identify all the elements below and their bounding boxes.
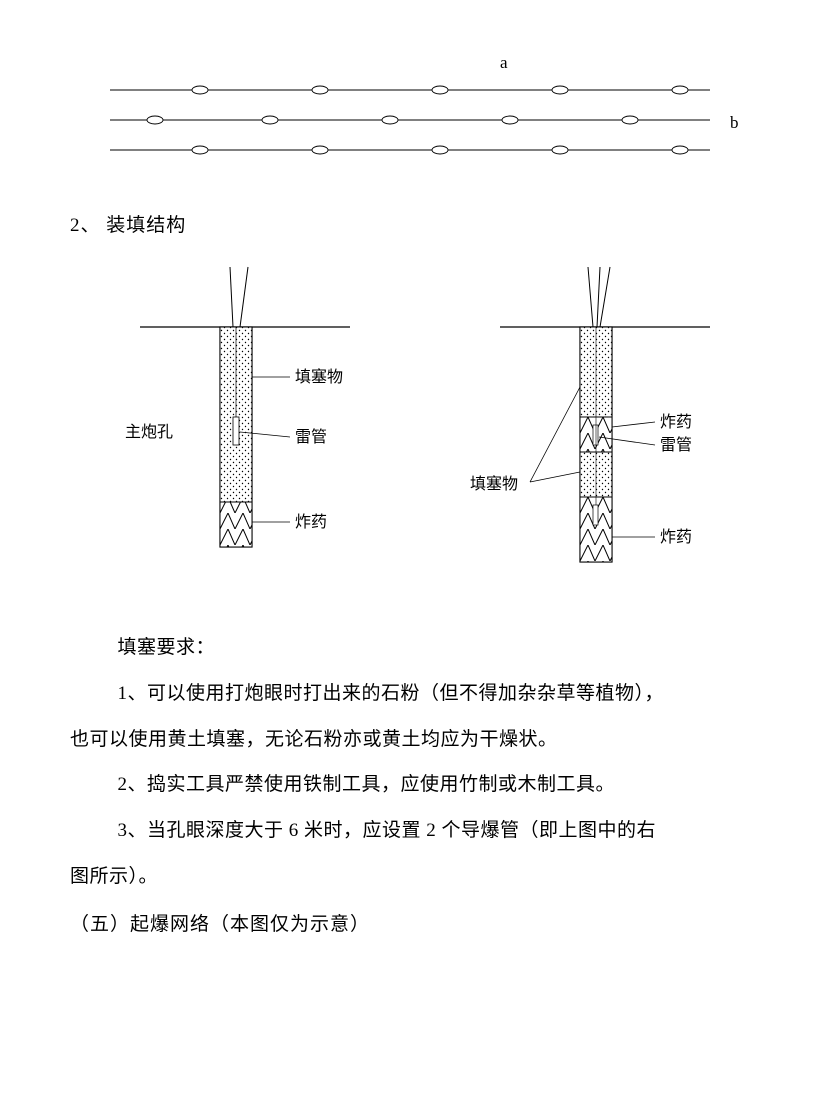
top-diagram-svg: a b <box>70 50 752 170</box>
left-borehole: 填塞物 雷管 炸药 主炮孔 <box>125 267 350 547</box>
right-detonator-label: 雷管 <box>660 436 692 454</box>
right-fill-label: 填塞物 <box>470 475 518 493</box>
left-explosive-label: 炸药 <box>295 513 327 531</box>
left-fill-label: 填塞物 <box>295 368 343 386</box>
para-2: 2、捣实工具严禁使用铁制工具，应使用竹制或木制工具。 <box>70 764 752 806</box>
right-explosive-upper-label: 炸药 <box>660 413 692 431</box>
left-hole-title: 主炮孔 <box>125 423 173 441</box>
borehole-svg: 填塞物 雷管 炸药 主炮孔 <box>70 257 752 597</box>
left-detonator-label: 雷管 <box>295 428 327 446</box>
para-3: 3、当孔眼深度大于 6 米时，应设置 2 个导爆管（即上图中的右 <box>70 810 752 852</box>
right-explosive-lower-label: 炸药 <box>660 528 692 546</box>
label-b: b <box>730 113 739 132</box>
para-3b: 图所示）。 <box>70 856 752 898</box>
para-1b: 也可以使用黄土填塞，无论石粉亦或黄土均应为干燥状。 <box>70 719 752 761</box>
fill-requirements-heading: 填塞要求： <box>70 627 752 669</box>
borehole-diagrams: 填塞物 雷管 炸药 主炮孔 <box>70 257 752 597</box>
para-1: 1、可以使用打炮眼时打出来的石粉（但不得加杂杂草等植物）， <box>70 673 752 715</box>
top-line-diagram: a b <box>70 50 752 170</box>
label-a: a <box>500 53 508 72</box>
section-5-heading: （五）起爆网络（本图仅为示意） <box>70 904 752 946</box>
section-2-heading: 2、 装填结构 <box>70 210 752 237</box>
right-borehole: 炸药 雷管 炸药 填塞物 <box>470 267 710 562</box>
